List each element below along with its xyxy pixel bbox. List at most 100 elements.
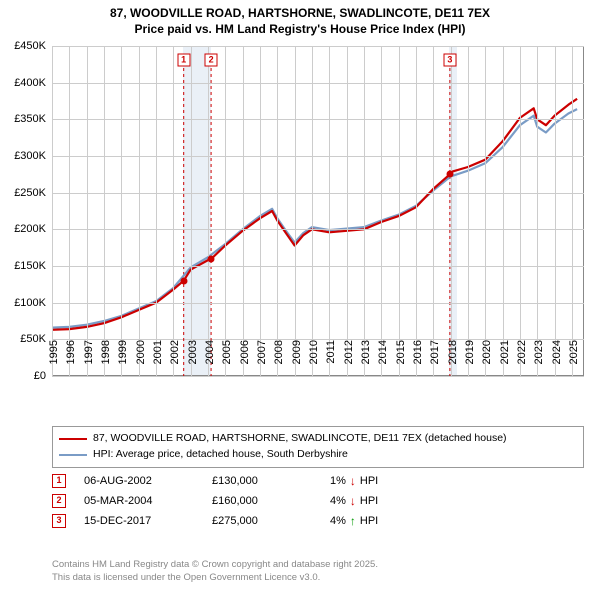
event-delta-pct: 4% bbox=[330, 495, 346, 507]
gridline-horizontal bbox=[52, 303, 584, 304]
y-axis-tick-label: £150K bbox=[14, 260, 52, 272]
event-marker-3: 3 bbox=[443, 54, 456, 67]
gridline-vertical bbox=[416, 46, 417, 376]
gridline-horizontal bbox=[52, 229, 584, 230]
x-axis-tick-label: 2018 bbox=[447, 340, 459, 380]
x-axis-tick-label: 1998 bbox=[100, 340, 112, 380]
event-delta-pct: 4% bbox=[330, 515, 346, 527]
event-delta-suffix: HPI bbox=[360, 495, 378, 507]
y-axis-tick-label: £250K bbox=[14, 187, 52, 199]
x-axis-tick-label: 2001 bbox=[152, 340, 164, 380]
arrow-icon: ↓ bbox=[350, 494, 356, 508]
title-line1: 87, WOODVILLE ROAD, HARTSHORNE, SWADLINC… bbox=[0, 6, 600, 22]
legend-label: 87, WOODVILLE ROAD, HARTSHORNE, SWADLINC… bbox=[93, 431, 507, 447]
gridline-vertical bbox=[173, 46, 174, 376]
events-table: 1 06-AUG-2002 £130,000 1% ↓ HPI 2 05-MAR-2004 £1… bbox=[52, 474, 584, 534]
gridline-vertical bbox=[433, 46, 434, 376]
event-delta-suffix: HPI bbox=[360, 475, 378, 487]
event-number-box: 2 bbox=[52, 494, 66, 508]
legend: 87, WOODVILLE ROAD, HARTSHORNE, SWADLINC… bbox=[52, 426, 584, 468]
chart-plot-area: £0£50K£100K£150K£200K£250K£300K£350K£400… bbox=[52, 46, 584, 376]
gridline-vertical bbox=[364, 46, 365, 376]
legend-item: HPI: Average price, detached house, Sout… bbox=[59, 447, 577, 463]
x-axis-tick-label: 2022 bbox=[516, 340, 528, 380]
gridline-vertical bbox=[381, 46, 382, 376]
x-axis-tick-label: 2014 bbox=[377, 340, 389, 380]
x-axis-tick-label: 1999 bbox=[117, 340, 129, 380]
gridline-vertical bbox=[139, 46, 140, 376]
gridline-vertical bbox=[104, 46, 105, 376]
gridline-vertical bbox=[121, 46, 122, 376]
y-axis-tick-label: £200K bbox=[14, 223, 52, 235]
x-axis-tick-label: 2019 bbox=[464, 340, 476, 380]
event-number-box: 1 bbox=[52, 474, 66, 488]
footer-line1: Contains HM Land Registry data © Crown c… bbox=[52, 559, 378, 571]
gridline-vertical bbox=[347, 46, 348, 376]
gridline-vertical bbox=[87, 46, 88, 376]
x-axis-tick-label: 2008 bbox=[273, 340, 285, 380]
x-axis-tick-label: 2025 bbox=[568, 340, 580, 380]
arrow-icon: ↓ bbox=[350, 474, 356, 488]
x-axis-tick-label: 1995 bbox=[48, 340, 60, 380]
event-row: 1 06-AUG-2002 £130,000 1% ↓ HPI bbox=[52, 474, 584, 488]
event-number-box: 3 bbox=[52, 514, 66, 528]
event-delta: 4% ↑ HPI bbox=[330, 514, 378, 528]
x-axis-tick-label: 2002 bbox=[169, 340, 181, 380]
x-axis-tick-label: 2021 bbox=[499, 340, 511, 380]
event-price: £130,000 bbox=[212, 475, 312, 487]
gridline-vertical bbox=[277, 46, 278, 376]
gridline-vertical bbox=[329, 46, 330, 376]
x-axis-tick-label: 2007 bbox=[256, 340, 268, 380]
arrow-icon: ↑ bbox=[350, 514, 356, 528]
x-axis-tick-label: 2009 bbox=[291, 340, 303, 380]
gridline-vertical bbox=[312, 46, 313, 376]
event-delta-suffix: HPI bbox=[360, 515, 378, 527]
gridline-vertical bbox=[520, 46, 521, 376]
gridline-vertical bbox=[225, 46, 226, 376]
event-delta-pct: 1% bbox=[330, 475, 346, 487]
gridline-horizontal bbox=[52, 119, 584, 120]
event-dot bbox=[180, 277, 187, 284]
series-line-hpi bbox=[52, 109, 577, 328]
legend-swatch bbox=[59, 438, 87, 440]
gridline-vertical bbox=[468, 46, 469, 376]
x-axis-tick-label: 1997 bbox=[83, 340, 95, 380]
event-date: 05-MAR-2004 bbox=[84, 495, 194, 507]
event-dot bbox=[446, 171, 453, 178]
x-axis-tick-label: 2017 bbox=[429, 340, 441, 380]
event-delta: 4% ↓ HPI bbox=[330, 494, 378, 508]
event-row: 315-DEC-2017£275,0004%↑HPI bbox=[52, 514, 584, 528]
x-axis-tick-label: 2000 bbox=[135, 340, 147, 380]
gridline-vertical bbox=[69, 46, 70, 376]
legend-item: 87, WOODVILLE ROAD, HARTSHORNE, SWADLINC… bbox=[59, 431, 577, 447]
gridline-horizontal bbox=[52, 83, 584, 84]
x-axis-tick-label: 2011 bbox=[325, 340, 337, 380]
gridline-vertical bbox=[156, 46, 157, 376]
y-axis-tick-label: £400K bbox=[14, 77, 52, 89]
y-axis-tick-label: £350K bbox=[14, 113, 52, 125]
event-price: £160,000 bbox=[212, 495, 312, 507]
x-axis-tick-label: 2016 bbox=[412, 340, 424, 380]
legend-swatch bbox=[59, 454, 87, 456]
event-delta: 1% ↓ HPI bbox=[330, 474, 378, 488]
footer-attribution: Contains HM Land Registry data © Crown c… bbox=[52, 559, 378, 584]
line-chart-svg bbox=[52, 46, 584, 376]
event-marker-2: 2 bbox=[205, 54, 218, 67]
y-axis-tick-label: £300K bbox=[14, 150, 52, 162]
gridline-vertical bbox=[191, 46, 192, 376]
gridline-vertical bbox=[52, 46, 53, 376]
gridline-horizontal bbox=[52, 46, 584, 47]
gridline-vertical bbox=[451, 46, 452, 376]
gridline-vertical bbox=[260, 46, 261, 376]
x-axis-tick-label: 2006 bbox=[239, 340, 251, 380]
x-axis-tick-label: 2013 bbox=[360, 340, 372, 380]
gridline-vertical bbox=[208, 46, 209, 376]
footer-line2: This data is licensed under the Open Gov… bbox=[52, 572, 378, 584]
x-axis-tick-label: 2010 bbox=[308, 340, 320, 380]
event-row: 2 05-MAR-2004 £160,000 4% ↓ HPI bbox=[52, 494, 584, 508]
x-axis-tick-label: 2012 bbox=[343, 340, 355, 380]
legend-label: HPI: Average price, detached house, Sout… bbox=[93, 447, 348, 463]
event-date: 06-AUG-2002 bbox=[84, 475, 194, 487]
chart-title: 87, WOODVILLE ROAD, HARTSHORNE, SWADLINC… bbox=[0, 0, 600, 37]
x-axis-tick-label: 2005 bbox=[221, 340, 233, 380]
